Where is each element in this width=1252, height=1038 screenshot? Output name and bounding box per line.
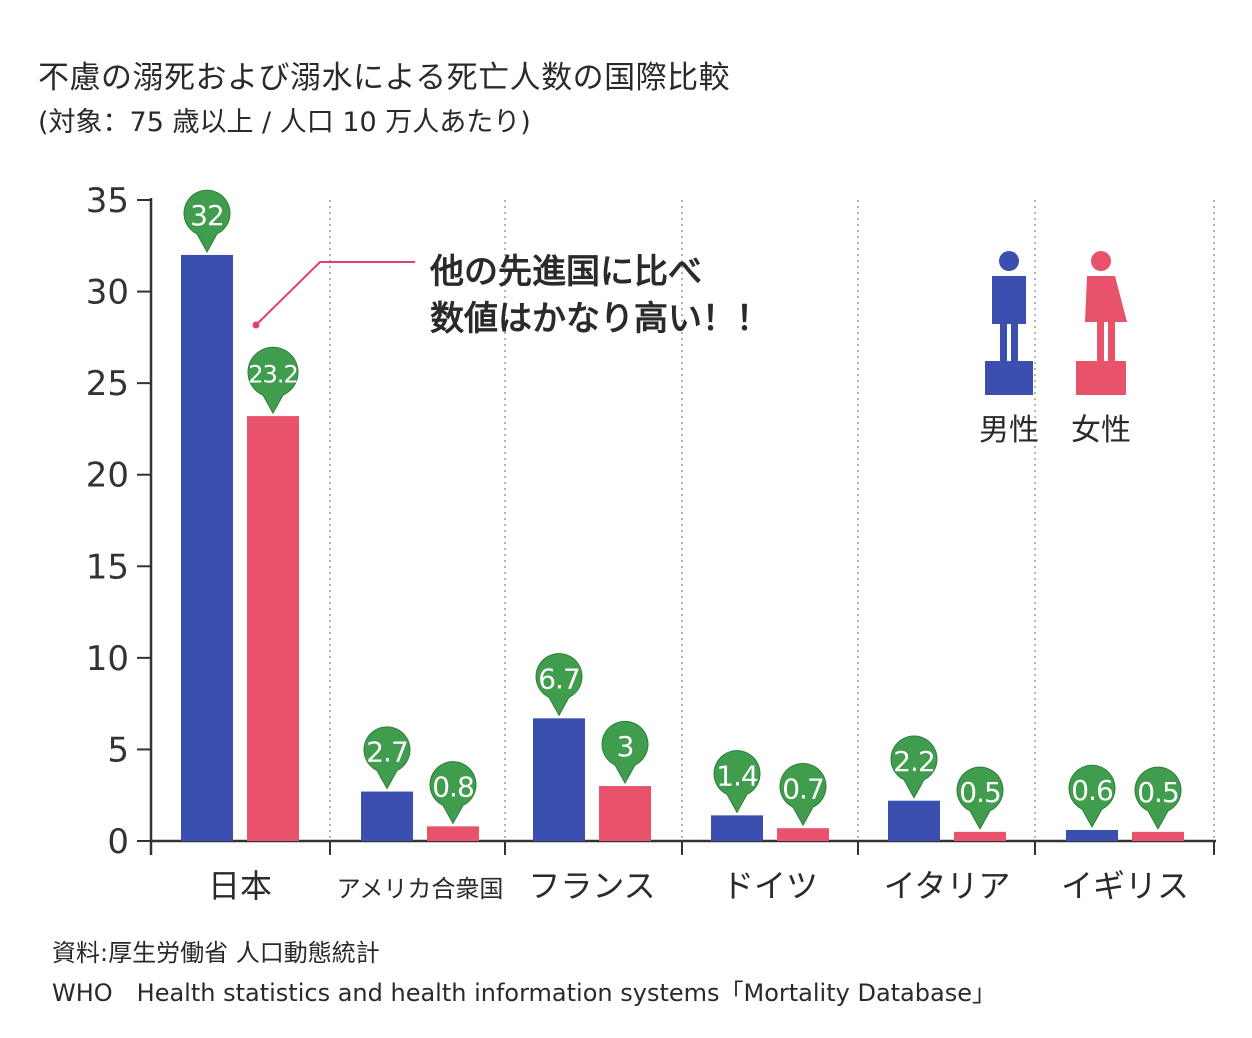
grid-lines xyxy=(329,200,1215,841)
y-tick-label: 35 xyxy=(86,181,129,221)
legend-female-label: 女性 xyxy=(1071,413,1131,448)
marker-pin xyxy=(429,761,477,825)
data-label: 0.6 xyxy=(1071,774,1113,807)
data-label: 6.7 xyxy=(538,662,580,695)
legend: 男性 女性 xyxy=(979,251,1131,448)
bar-male xyxy=(361,791,413,841)
legend-male-label: 男性 xyxy=(979,413,1039,448)
axes: 0 5 10 15 20 25 30 35 日本 アメリカ合衆国 フランス ドイツ イタリア イギリス xyxy=(86,181,1216,905)
marker-pin xyxy=(535,653,583,717)
marker-pin xyxy=(1134,766,1182,830)
marker-pin xyxy=(956,766,1004,830)
value-marker: 2.7 xyxy=(363,726,411,790)
annotation-pointer-line xyxy=(255,261,415,326)
category-label: イタリア xyxy=(884,867,1011,905)
category-label: アメリカ合衆国 xyxy=(337,875,504,903)
marker-pin xyxy=(713,750,761,814)
data-label: 0.7 xyxy=(782,772,824,805)
bar-male xyxy=(1066,830,1118,841)
source-line-2: WHO Health statistics and health informa… xyxy=(52,979,996,1007)
annotation: 他の先進国に比べ 数値はかなり高い！！ xyxy=(252,252,770,339)
bar-female xyxy=(247,416,299,841)
value-marker: 0.8 xyxy=(429,761,477,825)
y-tick-label: 10 xyxy=(86,639,129,679)
data-label: 0.5 xyxy=(959,776,1001,809)
y-tick-label: 25 xyxy=(86,364,129,404)
annotation-line-2: 数値はかなり高い！！ xyxy=(430,299,770,339)
chart-title: 不慮の溺死および溺水による死亡人数の国際比較 xyxy=(38,60,731,96)
category-label: ドイツ xyxy=(722,867,818,905)
data-label: 1.4 xyxy=(716,759,758,792)
value-marker: 0.5 xyxy=(956,766,1004,830)
male-person-icon xyxy=(985,251,1033,395)
marker-pin xyxy=(890,735,938,799)
annotation-pointer-dot xyxy=(252,321,260,329)
data-label: 2.2 xyxy=(893,745,935,778)
marker-pin xyxy=(183,189,231,253)
chart-subtitle: (対象：75 歳以上 / 人口 10 万人あたり) xyxy=(38,107,531,138)
data-label: 23.2 xyxy=(248,361,297,389)
y-tick-label: 30 xyxy=(86,273,129,313)
bar-female xyxy=(777,828,829,841)
marker-pin xyxy=(779,763,827,827)
source-line-1: 資料:厚生労働省 人口動態統計 xyxy=(52,939,380,967)
category-label: イギリス xyxy=(1061,867,1189,905)
data-label: 2.7 xyxy=(366,736,408,769)
value-marker: 6.7 xyxy=(535,653,583,717)
data-label: 0.5 xyxy=(1137,776,1179,809)
value-marker: 0.7 xyxy=(779,763,827,827)
annotation-line-1: 他の先進国に比べ xyxy=(429,252,702,292)
bar-female xyxy=(599,786,651,841)
marker-pin xyxy=(247,346,299,415)
bar-female xyxy=(1132,831,1184,841)
value-marker: 2.2 xyxy=(890,735,938,799)
bar-female xyxy=(954,831,1006,841)
bars xyxy=(181,254,1184,841)
y-tick-label: 20 xyxy=(86,456,129,496)
value-marker: 1.4 xyxy=(713,750,761,814)
female-person-icon xyxy=(1076,251,1127,395)
value-marker: 32 xyxy=(183,189,231,253)
marker-pin xyxy=(363,726,411,790)
value-marker: 0.5 xyxy=(1134,766,1182,830)
y-tick-label: 0 xyxy=(107,822,129,862)
y-tick-label: 15 xyxy=(86,547,129,587)
marker-pin xyxy=(601,720,649,785)
y-tick-label: 5 xyxy=(107,730,129,770)
marker-pin xyxy=(1068,764,1116,829)
bar-male xyxy=(181,254,233,841)
value-marker: 0.6 xyxy=(1068,764,1116,829)
bar-male xyxy=(888,800,940,841)
data-label: 3 xyxy=(617,730,634,763)
value-markers: 32 2.7 6.7 1.4 2.2 0.6 23.2 0.8 3 0.7 0.5 0.5 xyxy=(183,189,1182,830)
category-label: フランス xyxy=(528,867,655,905)
category-label: 日本 xyxy=(208,867,272,905)
data-label: 0.8 xyxy=(432,770,474,803)
bar-female xyxy=(427,826,479,841)
bar-male xyxy=(711,815,763,841)
data-label: 32 xyxy=(190,199,224,232)
value-marker: 3 xyxy=(601,720,649,785)
bar-male xyxy=(533,718,585,841)
value-marker: 23.2 xyxy=(247,346,299,415)
